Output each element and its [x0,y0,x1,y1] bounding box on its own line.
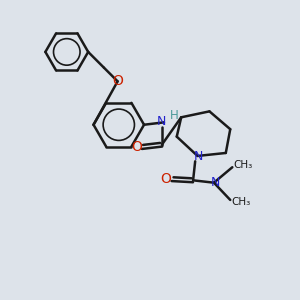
Text: O: O [131,140,142,154]
Text: O: O [160,172,171,186]
Text: H: H [169,109,178,122]
Text: N: N [210,176,220,189]
Text: N: N [157,115,167,128]
Text: CH₃: CH₃ [232,197,251,207]
Text: O: O [112,74,123,88]
Text: N: N [194,150,203,163]
Text: CH₃: CH₃ [234,160,253,170]
